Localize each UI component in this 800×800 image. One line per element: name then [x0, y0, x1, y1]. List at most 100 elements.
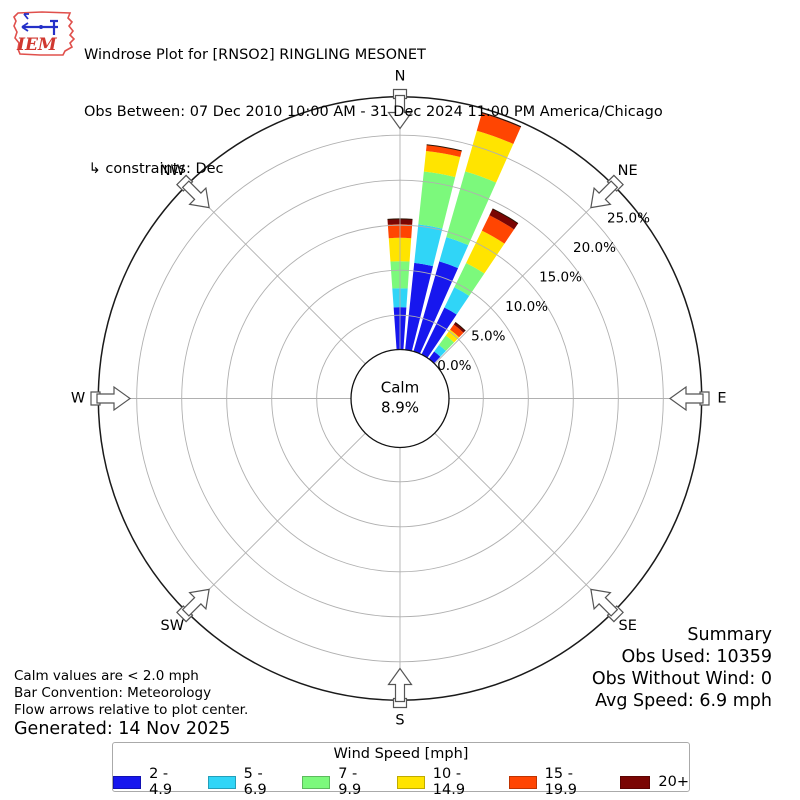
flow-arrow-nw — [181, 180, 210, 209]
flow-arrow-e — [668, 385, 704, 412]
iem-logo: IEM — [13, 11, 76, 56]
bar-segment-bin2 — [438, 335, 455, 351]
bar-segment-bin2 — [446, 171, 497, 246]
flow-arrow-ne — [590, 180, 619, 209]
legend-label-5: 20+ — [658, 774, 690, 790]
legend-item-7-9.9: 7 - 9.9 — [302, 766, 382, 798]
weather-instrument-icon — [21, 13, 58, 35]
grid-spoke-225deg — [186, 432, 366, 613]
legend-swatch-2 — [302, 775, 331, 789]
legend-item-2-4.9: 2 - 4.9 — [113, 766, 193, 798]
flow-arrows: N NE E SE S SW W NW — [71, 69, 727, 729]
legend-item-5-6.9: 5 - 6.9 — [207, 766, 288, 798]
calm-circle-outline — [350, 348, 450, 449]
summary-title: Summary — [687, 625, 772, 645]
plot-title: Windrose Plot for [RNSO2] RINGLING MESON… — [84, 47, 426, 63]
legend-item-15-19.9: 15 - 19.9 — [508, 766, 606, 798]
compass-label-sw: SW — [161, 618, 185, 634]
plot-constraints: ↳ constraints: Dec — [84, 161, 224, 177]
legend-item-10-14.9: 10 - 14.9 — [396, 766, 494, 798]
legend-items: 2 - 4.9 5 - 6.9 7 - 9.9 10 - 14.9 15 - 19.9 2… — [113, 766, 689, 798]
ring-label-5pct: 5.0% — [471, 329, 505, 345]
generated-date: Generated: 14 Nov 2025 — [14, 719, 231, 739]
bar-segment-bin4 — [450, 324, 464, 338]
bar-segment-bin3 — [445, 329, 460, 343]
summary-obs-used: Obs Used: 10359 — [621, 647, 773, 667]
ring-label-20pct: 20.0% — [573, 240, 616, 256]
flow-arrow-se — [590, 588, 619, 617]
calm-label: Calm — [381, 379, 419, 397]
compass-label-w: W — [71, 391, 85, 407]
bar-top-edge — [455, 321, 466, 332]
legend-label-4: 15 - 19.9 — [544, 766, 577, 798]
ring-label-25pct: 25.0% — [607, 211, 650, 227]
compass-label-se: SE — [619, 618, 637, 634]
bar-segment-bin4 — [476, 113, 521, 144]
bar-convention-note: Bar Convention: Meteorology — [14, 685, 212, 701]
bar-segment-bin0 — [416, 307, 457, 367]
compass-label-n: N — [395, 69, 406, 85]
ring-labels: 0.0%5.0%10.0% 15.0% 20.0% 25.0% — [437, 211, 650, 375]
legend-label-0: 2 - 4.9 — [149, 766, 173, 798]
legend-swatch-4 — [508, 775, 537, 789]
windrose-bar-10deg — [404, 144, 462, 362]
compass-label-nw: NW — [160, 163, 185, 179]
windrose-bar-20deg — [410, 112, 522, 364]
bar-segment-bin3 — [423, 150, 461, 178]
legend-swatch-1 — [207, 775, 236, 789]
grid-spoke-45deg — [434, 184, 614, 365]
bar-top-edge — [426, 144, 462, 152]
flow-arrow-w — [96, 385, 132, 412]
plot-subtitle: Obs Between: 07 Dec 2010 10:00 AM - 31 D… — [84, 104, 663, 120]
compass-label-s: S — [395, 713, 404, 729]
calm-note: Calm values are < 2.0 mph — [14, 668, 199, 684]
bar-segment-bin5 — [489, 208, 519, 230]
iowa-outline — [13, 11, 76, 56]
flow-arrow-n — [387, 94, 413, 130]
flow-arrow-s — [387, 667, 413, 703]
bar-segment-bin3 — [465, 130, 514, 183]
bar-top-edge — [481, 112, 522, 128]
legend-label-3: 10 - 14.9 — [432, 766, 466, 798]
compass-label-ne: NE — [618, 163, 638, 179]
legend-label-2: 7 - 9.9 — [338, 766, 362, 798]
plot-header: Windrose Plot for [RNSO2] RINGLING MESON… — [84, 8, 663, 198]
legend-swatch-5 — [620, 775, 651, 789]
wind-speed-legend: Wind Speed [mph] 2 - 4.9 5 - 6.9 7 - 9.9 10… — [112, 742, 690, 798]
summary-obs-without-wind: Obs Without Wind: 0 — [591, 669, 772, 689]
bar-top-edge — [492, 208, 519, 224]
ring-label-0pct: 0.0% — [437, 358, 471, 374]
compass-label-e: E — [717, 391, 726, 407]
footer-notes: Calm values are < 2.0 mph Bar Convention… — [14, 668, 248, 738]
windrose-bar-30deg — [416, 208, 519, 367]
legend-item-20+: 20+ — [620, 774, 689, 790]
legend-label-1: 5 - 6.9 — [243, 766, 267, 798]
bar-segment-bin2 — [454, 262, 485, 296]
flow-arrow-note: Flow arrows relative to plot center. — [14, 702, 249, 718]
flow-arrow-sw — [181, 588, 210, 617]
polar-grid — [98, 96, 702, 701]
ring-label-15pct: 15.0% — [539, 270, 582, 286]
bar-segment-bin2 — [418, 171, 456, 229]
bar-segment-bin1 — [439, 237, 469, 269]
legend-title: Wind Speed [mph] — [333, 746, 469, 762]
calm-value: 8.9% — [381, 399, 419, 417]
calm-circle: Calm 8.9% — [350, 348, 450, 449]
grid-spoke-315deg — [186, 184, 366, 365]
bar-segment-bin1 — [434, 344, 446, 357]
grid-spoke-135deg — [434, 432, 614, 613]
legend-swatch-0 — [113, 775, 142, 789]
iem-logo-text: IEM — [16, 35, 58, 55]
bar-segment-bin5 — [453, 322, 466, 333]
summary-avg-speed: Avg Speed: 6.9 mph — [595, 691, 772, 711]
legend-swatch-3 — [396, 775, 425, 789]
ring-label-10pct: 10.0% — [505, 299, 548, 315]
bar-segment-bin0 — [404, 262, 433, 362]
summary-block: Summary Obs Used: 10359 Obs Without Wind… — [592, 624, 772, 712]
bar-segment-bin1 — [444, 287, 470, 315]
bar-segment-bin1 — [414, 224, 443, 267]
bar-segment-bin4 — [426, 144, 462, 157]
bar-segment-bin0 — [410, 261, 459, 364]
bar-segment-bin3 — [466, 230, 505, 274]
